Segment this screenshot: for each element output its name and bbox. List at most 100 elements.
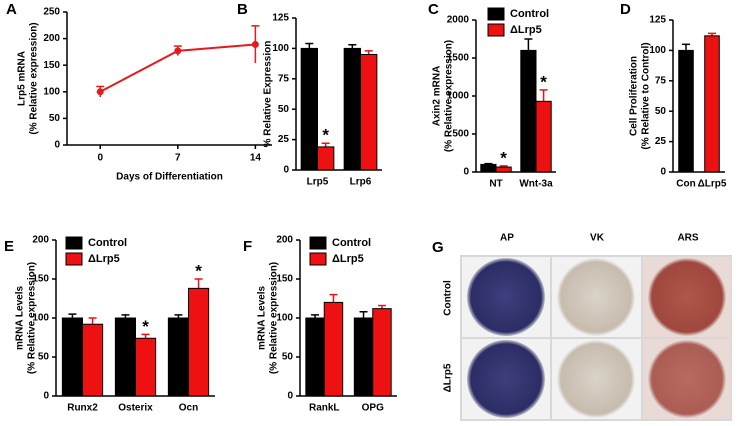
- bar: [495, 166, 512, 173]
- bar: [323, 301, 344, 397]
- x-tick-label: Wnt-3a: [519, 179, 553, 190]
- legend-label: ΔLrp5: [510, 24, 542, 36]
- significance-star: *: [195, 261, 202, 280]
- y-axis-label: (% Relative expression): [27, 262, 38, 374]
- legend-label: Control: [510, 8, 549, 20]
- significance-star: *: [540, 72, 547, 91]
- y-tick-label: 75: [655, 75, 667, 86]
- bar: [300, 47, 319, 171]
- bar: [353, 317, 374, 397]
- point: [251, 40, 259, 48]
- y-axis-label: (% Relative expression): [444, 40, 455, 152]
- y-tick-label: 0: [43, 391, 49, 402]
- panel-letter: C: [428, 1, 439, 18]
- legend-swatch: [65, 252, 83, 266]
- well-ap: [467, 340, 545, 418]
- y-tick-label: 200: [32, 235, 49, 246]
- well-vk: [557, 340, 635, 418]
- y-tick-label: 0: [283, 165, 289, 176]
- significance-star: *: [500, 148, 507, 167]
- x-tick-label: NT: [489, 179, 502, 190]
- y-tick-label: 100: [32, 313, 49, 324]
- legend-swatch: [487, 7, 505, 21]
- y-axis-label: Axin2 mRNA: [432, 66, 443, 127]
- y-tick-label: 50: [278, 104, 290, 115]
- y-tick-label: 125: [649, 15, 666, 26]
- y-axis-label: mRNA Levels: [15, 286, 26, 351]
- panel-letter: F: [243, 238, 252, 255]
- y-tick-label: 50: [49, 113, 61, 124]
- x-axis-label: Days of Differentiation: [116, 172, 223, 183]
- x-tick-label: ΔLrp5: [698, 179, 727, 190]
- y-tick-label: 100: [43, 86, 60, 97]
- panel-letter: A: [6, 1, 17, 18]
- legend-label: ΔLrp5: [332, 253, 364, 265]
- panel-letter: B: [237, 1, 248, 18]
- y-axis-label: Cell Proliferation: [629, 56, 640, 136]
- bar: [82, 323, 104, 397]
- y-tick-label: 25: [655, 136, 667, 147]
- bar: [704, 35, 720, 173]
- y-tick-label: 0: [54, 140, 60, 151]
- column-label: VK: [590, 233, 605, 244]
- y-axis-label: (% Relative expression): [29, 22, 40, 134]
- row-label: Control: [443, 280, 454, 316]
- well-ars: [648, 340, 726, 418]
- panel-g: G AP VK ARS Control ΔLrp5: [432, 233, 732, 421]
- well-ap: [467, 258, 545, 336]
- y-tick-label: 500: [452, 129, 469, 140]
- bar: [520, 49, 537, 173]
- y-tick-label: 0: [660, 167, 666, 178]
- bar: [135, 337, 157, 397]
- x-tick-label: Lrp6: [350, 177, 372, 188]
- row-label: ΔLrp5: [443, 363, 454, 392]
- legend-swatch: [487, 23, 505, 37]
- y-axis-label: (% Relative to Control): [641, 42, 652, 149]
- x-tick-label: Ocn: [179, 403, 198, 414]
- y-tick-label: 150: [32, 274, 49, 285]
- x-tick-label: OPG: [362, 403, 384, 414]
- y-tick-label: 1000: [447, 91, 470, 102]
- y-tick-label: 50: [282, 352, 294, 363]
- legend-label: Control: [332, 237, 371, 249]
- bar: [61, 317, 83, 397]
- well-ars: [648, 258, 726, 336]
- x-tick-label: 7: [175, 153, 181, 164]
- y-tick-label: 0: [463, 167, 469, 178]
- bar: [535, 100, 552, 173]
- x-tick-label: Con: [676, 179, 695, 190]
- legend-swatch: [309, 236, 327, 250]
- panel-letter: E: [4, 238, 14, 255]
- y-tick-label: 0: [287, 391, 293, 402]
- bar: [480, 163, 497, 173]
- panel-letter: G: [432, 239, 444, 256]
- y-tick-label: 100: [272, 43, 289, 54]
- x-tick-label: Lrp5: [307, 177, 329, 188]
- bar: [167, 317, 189, 397]
- point: [174, 47, 182, 55]
- y-axis-label: (% Relative expression): [269, 262, 280, 374]
- column-label: AP: [500, 233, 514, 244]
- y-tick-label: 200: [276, 235, 293, 246]
- bar: [188, 287, 210, 397]
- y-axis-label: Lrp5 mRNA: [17, 51, 28, 106]
- bar: [317, 146, 335, 171]
- significance-star: *: [322, 126, 329, 145]
- y-tick-label: 150: [276, 274, 293, 285]
- legend-swatch: [309, 252, 327, 266]
- bar: [343, 47, 362, 171]
- legend-label: Control: [88, 237, 127, 249]
- y-tick-label: 25: [278, 134, 290, 145]
- bar: [360, 53, 378, 171]
- y-axis-label: % Relative Expression: [263, 41, 274, 148]
- y-tick-label: 250: [43, 7, 60, 18]
- y-tick-label: 125: [272, 13, 289, 24]
- significance-star: *: [142, 317, 149, 336]
- y-tick-label: 2000: [447, 15, 470, 26]
- y-axis-label: mRNA Levels: [257, 286, 268, 351]
- x-tick-label: RankL: [309, 403, 340, 414]
- point: [96, 88, 104, 96]
- panel-letter: D: [620, 1, 631, 18]
- y-tick-label: 200: [43, 33, 60, 44]
